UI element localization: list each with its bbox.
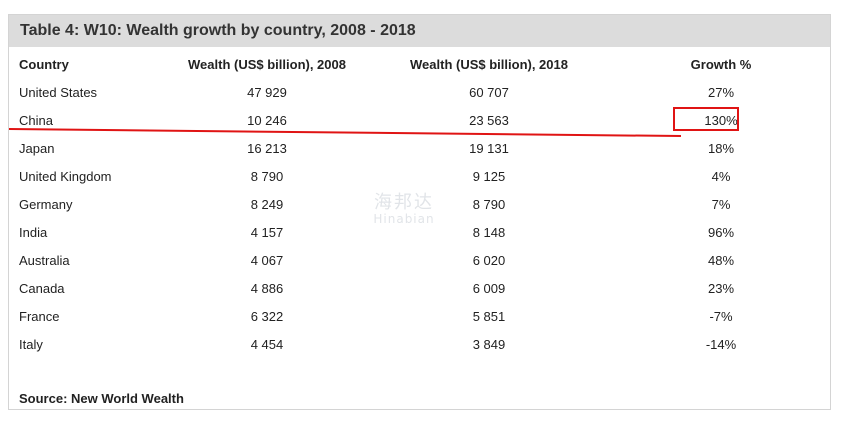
cell-country: United Kingdom [19,168,112,184]
table-title: Table 4: W10: Wealth growth by country, … [9,15,830,47]
cell-wealth-2008: 4 067 [250,252,284,268]
table-row: United Kingdom 8 790 9 125 4% [19,162,819,190]
watermark: 海邦达 Hinabian [349,193,459,226]
cell-wealth-2008: 4 454 [250,336,284,352]
cell-growth: 96% [707,224,735,240]
table-row: China 10 246 23 563 130% [19,106,819,134]
cell-wealth-2018: 8 148 [472,224,506,240]
cell-wealth-2018: 6 020 [472,252,506,268]
watermark-en: Hinabian [373,211,435,226]
cell-growth: 7% [711,196,731,212]
table-row: Australia 4 067 6 020 48% [19,246,819,274]
cell-growth: 27% [707,84,735,100]
header-growth: Growth % [690,56,752,72]
cell-wealth-2008: 4 157 [250,224,284,240]
cell-country: United States [19,84,98,100]
table-row: United States 47 929 60 707 27% [19,78,819,106]
cell-wealth-2018: 8 790 [472,196,506,212]
cell-country: Canada [19,280,65,296]
watermark-cn: 海邦达 [374,192,434,213]
table-container: Table 4: W10: Wealth growth by country, … [8,14,831,410]
cell-wealth-2008: 16 213 [247,140,287,156]
header-country: Country [19,56,69,72]
cell-wealth-2008: 8 790 [250,168,284,184]
header-row: Country Wealth (US$ billion), 2008 Wealt… [19,50,819,78]
cell-country: China [19,112,53,128]
cell-country: Germany [19,196,73,212]
cell-wealth-2008: 8 249 [250,196,284,212]
cell-wealth-2008: 6 322 [250,308,284,324]
cell-wealth-2008: 10 246 [247,112,287,128]
table-row: India 4 157 8 148 96% [19,218,819,246]
table-row: France 6 322 5 851 -7% [19,302,819,330]
cell-growth: 4% [711,168,731,184]
cell-growth: 18% [707,140,735,156]
cell-country: Australia [19,252,70,268]
cell-growth: -7% [709,308,733,324]
cell-country: France [19,308,60,324]
cell-wealth-2018: 6 009 [472,280,506,296]
cell-country: Italy [19,336,43,352]
cell-growth: 48% [707,252,735,268]
table-row: Italy 4 454 3 849 -14% [19,330,819,358]
cell-growth: 130% [704,112,738,128]
cell-wealth-2018: 23 563 [469,112,509,128]
table-row: Canada 4 886 6 009 23% [19,274,819,302]
cell-growth: -14% [705,336,737,352]
cell-country: Japan [19,140,55,156]
cell-wealth-2018: 5 851 [472,308,506,324]
table-row: Germany 8 249 8 790 7% [19,190,819,218]
table-row: Japan 16 213 19 131 18% [19,134,819,162]
header-wealth-2018: Wealth (US$ billion), 2018 [410,56,568,72]
highlight-box-china-growth [673,107,739,131]
cell-wealth-2018: 19 131 [469,140,509,156]
cell-wealth-2018: 60 707 [469,84,509,100]
cell-wealth-2008: 47 929 [247,84,287,100]
source-note: Source: New World Wealth [19,391,184,406]
header-wealth-2008: Wealth (US$ billion), 2008 [188,56,346,72]
cell-growth: 23% [707,280,735,296]
wealth-table: Country Wealth (US$ billion), 2008 Wealt… [19,50,819,358]
cell-country: India [19,224,48,240]
cell-wealth-2018: 9 125 [472,168,506,184]
cell-wealth-2008: 4 886 [250,280,284,296]
cell-wealth-2018: 3 849 [472,336,506,352]
